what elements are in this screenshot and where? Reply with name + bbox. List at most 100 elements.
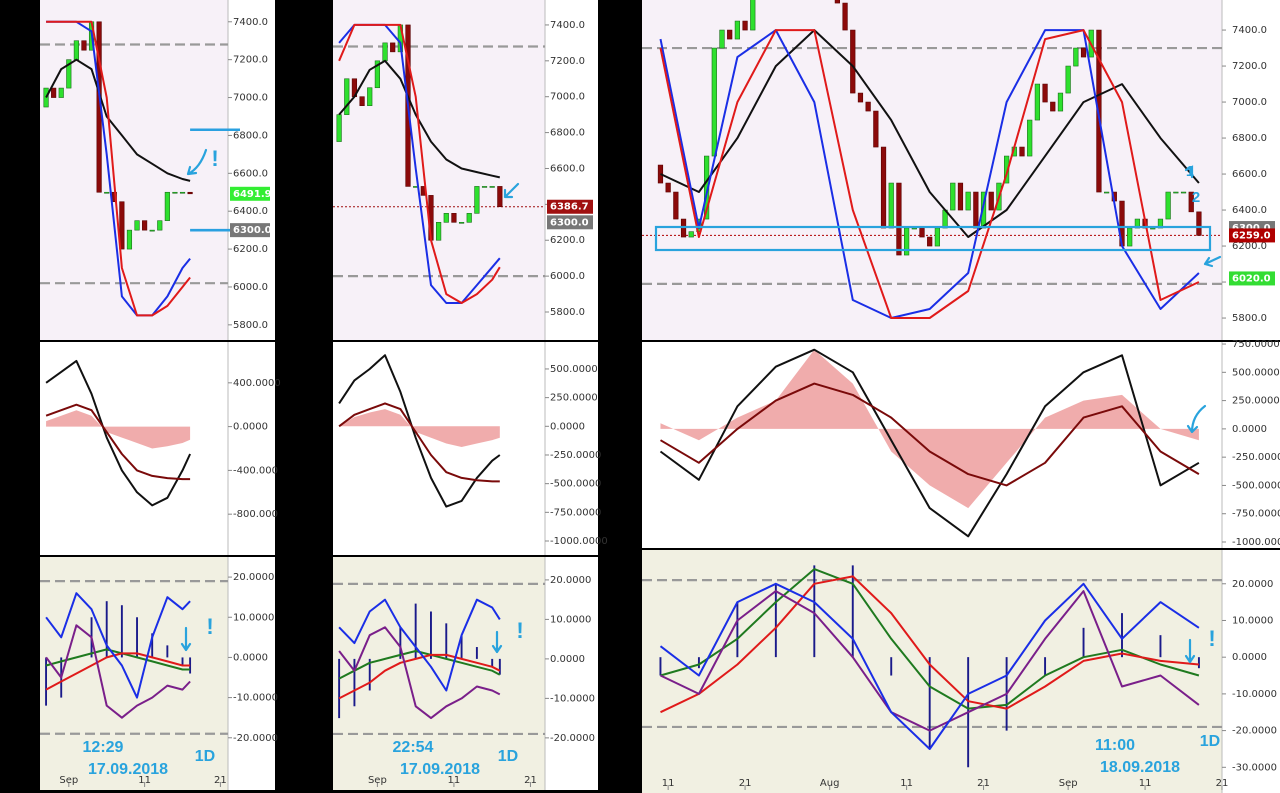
candle bbox=[719, 29, 725, 49]
price-tag bbox=[547, 199, 593, 214]
candle bbox=[1019, 146, 1025, 157]
line bbox=[45, 58, 191, 182]
y-tick-label: 7200.0 bbox=[1232, 61, 1267, 72]
candle bbox=[888, 182, 894, 229]
y-tick-label: 750.0000 bbox=[1232, 339, 1280, 350]
plot-background bbox=[333, 342, 545, 555]
candle bbox=[73, 40, 79, 60]
annotation: ! bbox=[206, 614, 213, 639]
line bbox=[659, 348, 1200, 538]
y-tick-label: 6800.0 bbox=[1232, 133, 1267, 144]
candle bbox=[172, 191, 178, 194]
candle bbox=[950, 182, 956, 211]
scribble bbox=[1184, 165, 1194, 179]
candle bbox=[458, 222, 465, 224]
candle bbox=[157, 220, 163, 231]
candle bbox=[359, 96, 365, 106]
axis: 400.0000 0.0000 -400.000 -800.000 bbox=[228, 378, 281, 520]
y-tick-label: 20.0000 bbox=[1232, 579, 1273, 590]
candle bbox=[382, 42, 388, 62]
y-tick-label: -250.0000 bbox=[1232, 452, 1280, 463]
y-tick-label: 10.0000 bbox=[550, 614, 591, 625]
y-tick-label: -10.0000 bbox=[233, 693, 278, 704]
plot-background bbox=[40, 0, 228, 340]
x-tick-label: 21 bbox=[1216, 778, 1229, 789]
line bbox=[659, 582, 1200, 750]
y-tick-label: 0.0000 bbox=[550, 421, 585, 432]
y-tick-label: 6800.0 bbox=[233, 130, 268, 141]
y-tick-label: -800.000 bbox=[233, 509, 278, 520]
candle bbox=[927, 236, 933, 247]
y-tick-label: 0.0000 bbox=[233, 652, 268, 663]
candle bbox=[81, 40, 87, 51]
price-tag-label: 6491.9 bbox=[233, 189, 272, 200]
candle bbox=[673, 191, 679, 220]
y-tick-label: 7400.0 bbox=[1232, 25, 1267, 36]
y-tick-label: 6600.0 bbox=[550, 163, 585, 174]
candle bbox=[1180, 191, 1187, 194]
plot-background bbox=[40, 342, 228, 555]
candle bbox=[834, 0, 840, 4]
candle bbox=[466, 213, 472, 223]
annotation: 12:29 bbox=[83, 739, 124, 756]
candle bbox=[1127, 227, 1133, 247]
axis: 5800.0 6000.0 6200.0 6400.0 6600.0 6800.0 7000… bbox=[190, 17, 272, 331]
y-tick-label: 7200.0 bbox=[233, 55, 268, 66]
y-tick-label: 5800.0 bbox=[233, 320, 268, 331]
y-tick-label: -500.0000 bbox=[550, 479, 601, 490]
candle bbox=[919, 227, 925, 238]
candle bbox=[367, 87, 373, 106]
candle bbox=[142, 220, 148, 231]
line bbox=[45, 624, 191, 719]
annotation: 2 bbox=[1192, 189, 1200, 206]
area bbox=[339, 409, 500, 447]
y-tick-label: 5800.0 bbox=[1232, 313, 1267, 324]
candle bbox=[489, 186, 495, 188]
y-tick-label: -750.0000 bbox=[550, 507, 601, 518]
line bbox=[659, 29, 1200, 319]
pane: 400.0000 0.0000 -400.000 -800.000 bbox=[40, 342, 281, 555]
candle bbox=[973, 191, 979, 229]
price-tag bbox=[1229, 271, 1275, 286]
axis: 500.0000 250.0000 0.0000 -250.0000 -500.0000… bbox=[545, 364, 608, 547]
candle bbox=[850, 29, 856, 94]
candle bbox=[965, 191, 971, 211]
candle bbox=[179, 191, 186, 194]
y-tick-label: 6600.0 bbox=[1232, 169, 1267, 180]
area bbox=[660, 349, 1199, 509]
candle bbox=[750, 0, 756, 31]
candle bbox=[1165, 191, 1171, 220]
candle bbox=[390, 42, 396, 53]
pane: 20.0000 10.0000 0.0000 -10.0000 -20.0000 -30.… bbox=[642, 550, 1280, 793]
y-tick-label: 6400.0 bbox=[233, 206, 268, 217]
y-tick-label: 10.0000 bbox=[1232, 615, 1273, 626]
plot bbox=[333, 23, 545, 304]
y-tick-label: 400.0000 bbox=[233, 378, 281, 389]
y-tick-label: 7000.0 bbox=[550, 92, 585, 103]
arrow bbox=[503, 182, 520, 199]
pane: 500.0000 250.0000 0.0000 -250.0000 -500.0000… bbox=[333, 342, 608, 555]
y-tick-label: -20.0000 bbox=[233, 733, 278, 744]
y-tick-label: 20.0000 bbox=[550, 575, 591, 586]
y-tick-label: -250.0000 bbox=[550, 450, 601, 461]
y-tick-label: 6200.0 bbox=[233, 244, 268, 255]
line bbox=[45, 592, 191, 699]
y-tick-label: 6200.0 bbox=[1232, 241, 1267, 252]
line bbox=[660, 29, 1200, 238]
candle bbox=[1050, 101, 1056, 112]
y-tick-label: -20.0000 bbox=[550, 733, 595, 744]
candle bbox=[873, 110, 879, 148]
axis: 20.0000 10.0000 0.0000 -10.0000 -20.0000 Sep 1… bbox=[368, 575, 595, 787]
y-tick-label: 7200.0 bbox=[550, 56, 585, 67]
y-tick-label: 6000.0 bbox=[550, 271, 585, 282]
pane: 5800.0 6000.0 6200.0 6400.0 6600.0 6800.0 7000… bbox=[40, 0, 275, 340]
y-tick-label: -1000.0000 bbox=[1232, 537, 1280, 548]
y-tick-label: 0.0000 bbox=[1232, 424, 1267, 435]
candle bbox=[51, 87, 57, 98]
y-tick-label: 250.0000 bbox=[550, 393, 598, 404]
y-tick-label: 6000.0 bbox=[233, 282, 268, 293]
y-tick-label: 6800.0 bbox=[550, 128, 585, 139]
candle bbox=[957, 182, 964, 211]
x-tick-label: 21 bbox=[739, 778, 752, 789]
